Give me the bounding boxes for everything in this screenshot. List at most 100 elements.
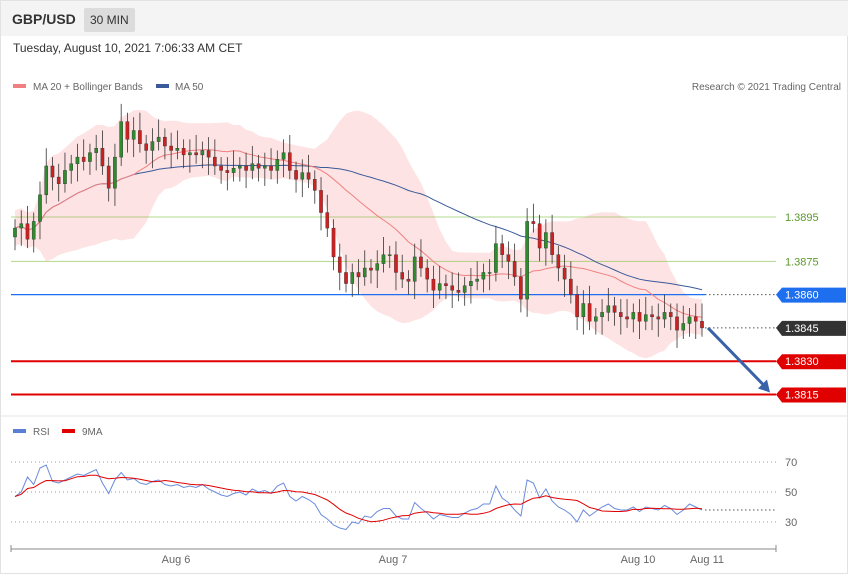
candle-body — [300, 172, 305, 180]
candle-body — [94, 148, 98, 153]
candle-body — [25, 223, 30, 240]
timeframe-button[interactable]: 30 MIN — [84, 8, 135, 32]
candle-body — [631, 312, 636, 320]
candle-body — [344, 272, 348, 284]
candle-body — [662, 312, 667, 320]
rsi-ma-line — [14, 474, 703, 523]
candle-body — [362, 267, 367, 278]
candle-body — [394, 254, 398, 273]
candle-body — [275, 159, 280, 171]
candle-body — [181, 148, 186, 156]
rsi-legend-label: RSI — [33, 427, 50, 438]
candle-body — [487, 272, 492, 274]
candle-body — [250, 163, 255, 171]
candle-body — [175, 148, 180, 151]
candle-body — [587, 303, 592, 322]
candle-body — [387, 254, 392, 256]
candle-body — [119, 121, 123, 158]
level-label-1.3815: 1.3815 — [785, 389, 819, 401]
candle-body — [412, 256, 417, 282]
candle-body — [425, 267, 430, 280]
candle-body — [356, 272, 361, 278]
candle-body — [693, 316, 698, 322]
level-label-1.3895: 1.3895 — [785, 212, 819, 224]
candle-body — [512, 261, 517, 278]
candle-body — [437, 283, 442, 291]
candle-body — [156, 136, 161, 142]
rsi-ma-legend-label: 9MA — [82, 427, 103, 438]
level-tag-1.3845 — [776, 320, 846, 336]
candle-body — [38, 194, 42, 222]
candle-body — [219, 165, 223, 171]
candle-body — [475, 278, 479, 282]
top-bar: GBP/USD 30 MIN — [1, 1, 848, 36]
candle-body — [13, 227, 17, 238]
candle-body — [312, 179, 317, 191]
candle-body — [562, 267, 567, 280]
rsi-ma-legend-swatch — [62, 429, 75, 433]
candle-body — [575, 294, 579, 318]
candle-body — [431, 278, 436, 291]
candle-body — [544, 232, 548, 249]
candle-body — [506, 254, 511, 262]
candle-body — [56, 176, 61, 184]
candle-body — [231, 168, 236, 173]
candle-body — [456, 290, 461, 293]
candle-body — [213, 156, 217, 167]
bollinger-band — [15, 109, 702, 359]
rsi-tick-30: 30 — [785, 517, 797, 529]
candle-body — [600, 312, 604, 318]
candle-body — [100, 148, 105, 167]
rsi-line — [14, 464, 703, 531]
candle-body — [531, 221, 536, 224]
candle-body — [88, 152, 92, 162]
candle-body — [569, 278, 573, 295]
ma20-legend-label: MA 20 + Bollinger Bands — [33, 82, 143, 93]
candle-body — [400, 272, 405, 280]
x-tick-label-1: Aug 7 — [379, 554, 408, 566]
candle-body — [256, 163, 261, 169]
candle-body — [681, 323, 686, 331]
candle-body — [675, 316, 679, 331]
candle-body — [113, 156, 117, 189]
level-label-1.3875: 1.3875 — [785, 256, 819, 268]
x-tick-label-0: Aug 6 — [162, 554, 191, 566]
candle-body — [462, 285, 467, 293]
candle-body — [150, 141, 155, 151]
candle-body — [381, 254, 386, 264]
candle-body — [594, 316, 598, 322]
level-tag-1.3815 — [776, 387, 846, 403]
rsi-tick-70: 70 — [785, 457, 797, 469]
candle-body — [606, 305, 611, 313]
forecast-arrowhead — [758, 379, 770, 393]
ma50-legend-swatch — [156, 84, 169, 88]
candle-body — [169, 145, 173, 151]
candle-body — [294, 170, 298, 180]
chart-datetime: Tuesday, August 10, 2021 7:06:33 AM CET — [13, 41, 243, 55]
candle-body — [69, 163, 74, 171]
x-tick-label-3: Aug 11 — [690, 554, 724, 566]
candle-body — [125, 121, 130, 140]
candle-body — [144, 143, 148, 151]
candle-body — [50, 165, 55, 178]
ma20-legend-swatch — [13, 84, 26, 88]
candles — [13, 103, 704, 348]
rsi-tick-50: 50 — [785, 487, 797, 499]
candle-body — [550, 232, 554, 255]
candle-body — [63, 170, 67, 184]
candle-body — [444, 283, 448, 286]
candle-body — [650, 314, 654, 318]
candle-body — [612, 305, 617, 313]
candle-body — [537, 223, 542, 249]
level-tag-1.3860 — [776, 287, 846, 303]
candle-body — [656, 316, 661, 320]
candle-body — [288, 152, 292, 171]
candle-body — [643, 314, 648, 322]
level-label-1.3860: 1.3860 — [785, 290, 819, 302]
candle-body — [700, 321, 704, 329]
candle-body — [75, 156, 80, 164]
candle-body — [375, 263, 380, 271]
candle-body — [525, 221, 529, 300]
candle-body — [200, 150, 205, 156]
